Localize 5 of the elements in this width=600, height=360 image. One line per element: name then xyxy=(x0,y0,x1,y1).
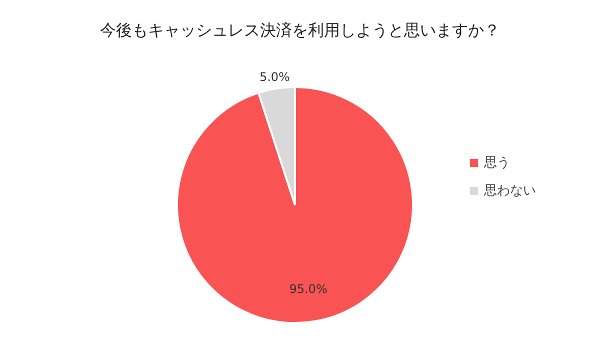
chart-title: 今後もキャッシュレス決済を利用しようと思いますか？ xyxy=(100,20,500,40)
data-label: 5.0% xyxy=(259,70,290,84)
legend-label: 思わない xyxy=(483,184,536,198)
data-label: 95.0% xyxy=(289,282,328,296)
legend-label: 思う xyxy=(483,156,510,170)
